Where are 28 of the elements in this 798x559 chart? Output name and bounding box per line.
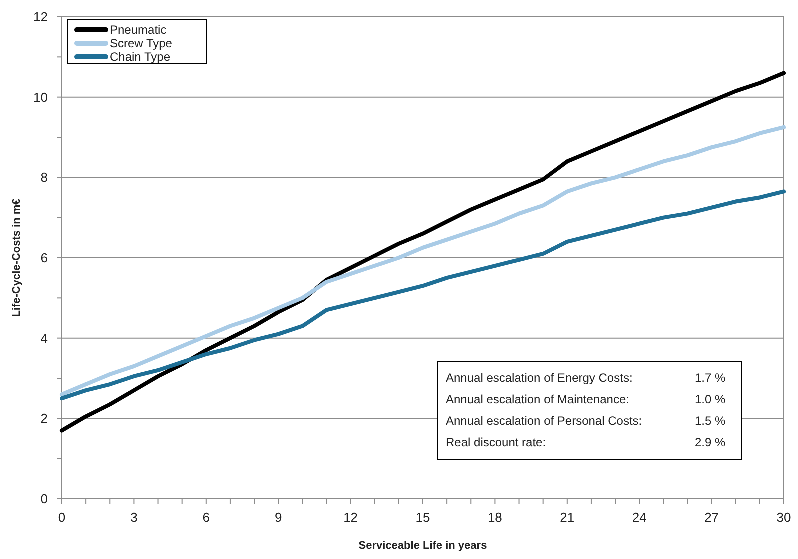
y-tick-label: 4 [40, 330, 48, 346]
text: Annual escalation of Maintenance: 1.0 % [446, 392, 726, 407]
x-tick-label: 0 [58, 510, 66, 525]
y-tick-label: 8 [40, 170, 48, 186]
x-tick-label: 12 [344, 510, 358, 525]
y-tick-label: 12 [34, 10, 48, 25]
x-tick-label: 18 [488, 510, 502, 525]
y-tick-label: 2 [40, 411, 48, 426]
x-tick-label: 6 [202, 510, 210, 525]
text: Annual escalation of Energy Costs: 1.7 % [446, 371, 726, 386]
x-tick-label: 24 [632, 510, 647, 525]
x-tick-label: 30 [776, 510, 792, 525]
legend-label: Pneumatic [110, 23, 167, 38]
x-tick-label: 27 [704, 510, 720, 525]
x-tick-label: 9 [274, 510, 282, 525]
text: Annual escalation of Personal Costs: 1.5 % [446, 414, 726, 428]
x-tick-label: 15 [416, 510, 430, 525]
x-axis-title: Serviceable Life in years [358, 540, 488, 552]
x-tick-label: 21 [560, 510, 575, 525]
y-axis-title: Life-Cycle-Costs in m€ [11, 198, 23, 318]
y-tick-label: 10 [34, 90, 48, 105]
legend-label: Screw Type [110, 36, 173, 51]
text: Real discount rate: 2.9 % [446, 436, 726, 450]
legend-label: Chain Type [110, 50, 171, 64]
line-series [60, 71, 786, 433]
y-tick-label: 0 [40, 492, 48, 507]
x-tick-label: 3 [130, 510, 138, 525]
y-tick-label: 6 [40, 250, 48, 266]
